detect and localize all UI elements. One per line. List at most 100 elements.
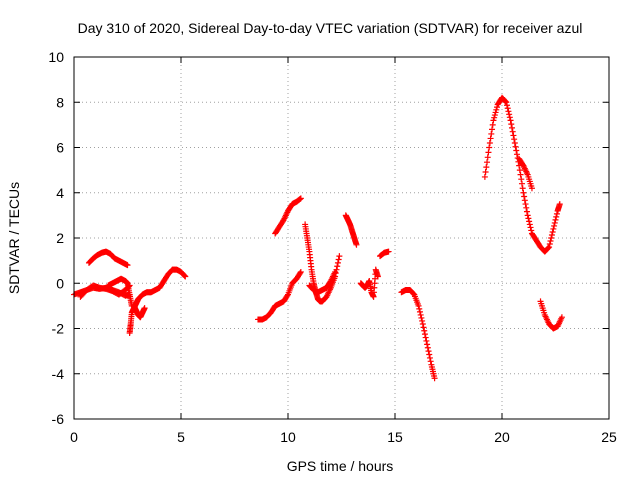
data-point <box>548 231 555 238</box>
data-point <box>481 173 488 180</box>
series-arc7 <box>255 268 304 323</box>
data-point <box>141 305 148 312</box>
data-point <box>374 273 381 280</box>
x-axis-label: GPS time / hours <box>287 458 394 474</box>
data-point <box>332 268 339 275</box>
data-point <box>482 169 489 176</box>
data-point <box>526 221 533 228</box>
data-point <box>418 314 425 321</box>
x-tick-label: 5 <box>177 429 185 445</box>
data-point <box>489 126 496 133</box>
data-point <box>522 201 529 208</box>
data-point <box>423 337 430 344</box>
data-point <box>431 375 438 382</box>
data-point <box>520 189 527 196</box>
data-point <box>524 212 531 219</box>
data-point <box>528 185 535 192</box>
data-point <box>415 302 422 309</box>
data-point <box>124 262 131 269</box>
data-point <box>508 121 515 128</box>
data-point <box>485 149 492 156</box>
data-point <box>491 114 498 121</box>
data-point <box>425 348 432 355</box>
data-point <box>503 102 510 109</box>
data-point <box>484 159 491 166</box>
data-point <box>546 244 553 251</box>
data-point <box>525 215 532 222</box>
x-tick-label: 20 <box>494 429 510 445</box>
y-tick-label: -4 <box>52 366 65 382</box>
data-point <box>519 185 526 192</box>
series-arc13 <box>377 248 392 260</box>
data-point <box>493 106 500 113</box>
x-tick-label: 25 <box>601 429 617 445</box>
data-point <box>422 334 429 341</box>
data-point <box>503 99 510 106</box>
data-point <box>545 244 552 251</box>
data-point <box>297 268 304 275</box>
series-arc5 <box>126 266 189 337</box>
data-point <box>494 104 501 111</box>
data-point <box>297 270 304 277</box>
y-tick-label: 0 <box>56 275 64 291</box>
data-point <box>551 219 558 226</box>
data-point <box>527 224 534 231</box>
data-point <box>550 225 557 232</box>
data-point <box>492 109 499 116</box>
data-point <box>521 197 528 204</box>
data-point <box>335 256 342 263</box>
data-point <box>426 354 433 361</box>
data-point <box>512 143 519 150</box>
y-ticks: -6 -4 -2 0 2 4 6 8 10 <box>48 49 609 427</box>
data-point <box>182 273 189 280</box>
data-point <box>552 216 559 223</box>
data-point <box>284 292 291 299</box>
data-point <box>419 317 426 324</box>
data-point <box>526 218 533 225</box>
data-point <box>426 351 433 358</box>
series-arc3 <box>85 248 131 269</box>
data-point <box>502 98 509 105</box>
data-point <box>353 241 360 248</box>
data-point <box>548 235 555 241</box>
x-ticks: 0 5 10 15 20 25 <box>70 57 617 445</box>
data-point <box>489 121 496 128</box>
data-point <box>509 128 516 135</box>
data-point <box>297 195 304 202</box>
series-arc6 <box>130 302 148 321</box>
data-point <box>528 227 535 234</box>
data-point <box>486 139 493 146</box>
data-point <box>523 204 530 211</box>
plot-frame <box>73 56 610 420</box>
data-point <box>420 324 427 331</box>
data-point <box>417 311 424 318</box>
series-arc10 <box>306 268 339 296</box>
data-point <box>488 130 495 137</box>
data-point <box>424 341 431 348</box>
data-point <box>181 272 188 279</box>
data-point <box>547 238 554 245</box>
data-point <box>553 213 560 220</box>
data-point <box>334 259 341 266</box>
data-point <box>551 222 558 229</box>
data-point <box>558 314 565 321</box>
data-point <box>484 154 491 161</box>
data-point <box>486 144 493 151</box>
x-tick-label: 0 <box>70 429 78 445</box>
data-point <box>546 241 553 248</box>
data-point <box>521 193 528 200</box>
grid <box>74 57 609 419</box>
data-point <box>549 228 556 235</box>
series-arc17 <box>537 298 565 332</box>
y-tick-label: 2 <box>56 230 64 246</box>
data-point <box>507 117 514 124</box>
data-point <box>336 253 343 260</box>
y-tick-label: 8 <box>56 94 64 110</box>
data-point <box>556 201 563 208</box>
y-tick-label: 10 <box>48 49 64 65</box>
data-point <box>427 358 434 365</box>
data-point <box>508 124 515 131</box>
data-point <box>487 135 494 142</box>
